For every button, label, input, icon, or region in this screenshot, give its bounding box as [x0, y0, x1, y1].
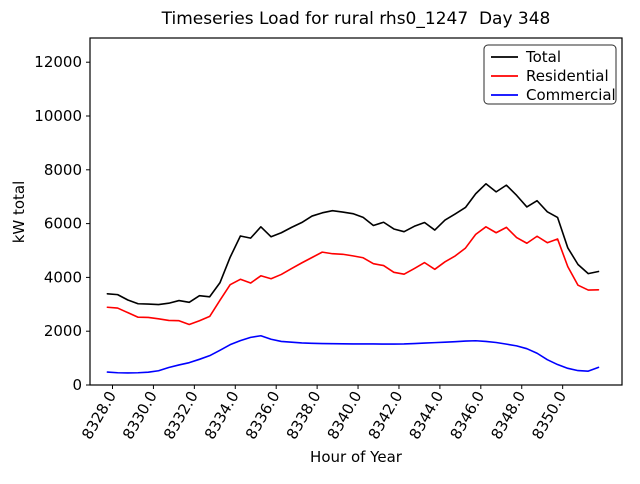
x-tick-label: 8350.0: [528, 388, 570, 442]
y-tick-label: 12000: [34, 53, 82, 71]
legend-label-residential: Residential: [526, 67, 609, 85]
x-tick-label: 8340.0: [324, 388, 366, 442]
x-tick-label: 8332.0: [160, 388, 202, 442]
x-tick-label: 8342.0: [365, 388, 407, 442]
x-tick-label: 8346.0: [446, 388, 488, 442]
x-tick-label: 8344.0: [406, 388, 448, 442]
legend-box: [483, 44, 617, 105]
y-tick-label: 4000: [44, 268, 82, 286]
y-tick-label: 2000: [44, 322, 82, 340]
legend-label-total: Total: [525, 48, 561, 66]
x-tick-label: 8336.0: [242, 388, 284, 442]
y-axis-label: kW total: [10, 181, 28, 244]
y-tick-label: 6000: [44, 215, 82, 233]
legend-label-commercial: Commercial: [526, 86, 616, 104]
x-tick-label: 8334.0: [201, 388, 243, 442]
x-tick-label: 8348.0: [487, 388, 529, 442]
x-tick-label: 8328.0: [78, 388, 120, 442]
x-axis-label: Hour of Year: [310, 448, 403, 466]
series-total-line: [106, 182, 600, 306]
series-commercial-line: [106, 334, 600, 374]
series-residential-line: [106, 226, 600, 326]
chart-title: Timeseries Load for rural rhs0_1247 Day …: [161, 9, 551, 29]
x-tick-label: 8330.0: [119, 388, 161, 442]
x-tick-label: 8338.0: [283, 388, 325, 442]
y-tick-label: 8000: [44, 161, 82, 179]
plot-border: [89, 37, 623, 386]
y-tick-label: 10000: [34, 107, 82, 125]
y-tick-label: 0: [72, 376, 82, 394]
